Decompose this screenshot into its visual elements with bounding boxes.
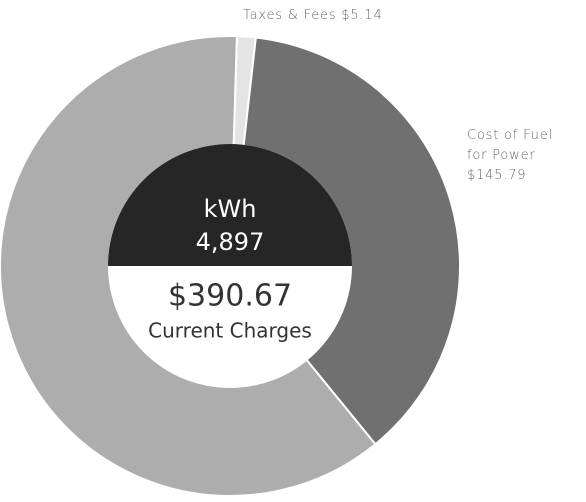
usage-panel xyxy=(108,144,352,266)
usage-value: 4,897 xyxy=(196,228,265,256)
slice-label: Cost of Fuel for Power $145.79 xyxy=(467,126,567,186)
slice-name: Taxes & Fees xyxy=(243,8,337,23)
total-label: Current Charges xyxy=(148,319,312,343)
slice-label: Taxes & Fees $5.14 xyxy=(243,6,483,26)
total-charges: $390.67 xyxy=(168,279,292,314)
slice-value: $5.14 xyxy=(341,8,383,23)
usage-unit: kWh xyxy=(204,195,257,223)
slice-value: $145.79 xyxy=(467,168,527,183)
slice-name: Cost of Fuel for Power xyxy=(467,128,553,163)
